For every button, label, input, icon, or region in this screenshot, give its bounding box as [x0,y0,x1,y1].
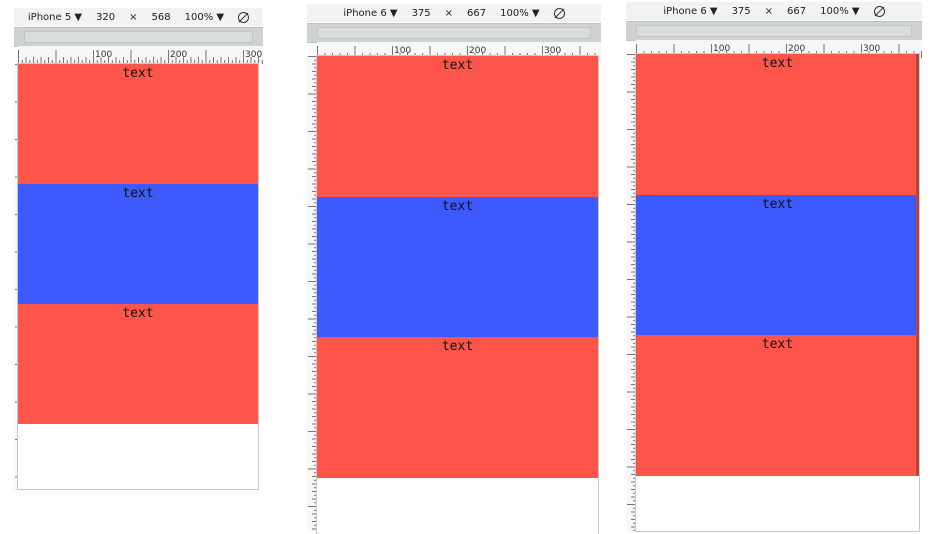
zoom-select[interactable]: 100% ▼ [184,11,225,23]
rotate-icon[interactable] [873,5,885,17]
ruler-label: 300 [245,50,262,60]
block-text: text [441,199,474,214]
ruler-label: 300 [863,44,880,54]
device-toolbar: iPhone 6 ▼ 375 × 667 100% ▼ [307,4,601,22]
block-red-top: text [18,64,258,184]
horizontal-scrollbar[interactable] [626,21,922,41]
block-text: text [761,56,794,71]
ruler-label: 200 [469,46,486,56]
device-preview-iphone5: iPhone 5 ▼ 320 × 568 100% ▼ 100 200 300 te… [14,8,263,491]
device-select[interactable]: iPhone 5 ▼ [27,11,83,23]
ruler-label: 200 [788,44,805,54]
block-text: text [122,66,154,81]
block-red-top: text [636,54,919,195]
rotate-icon[interactable] [238,11,250,23]
block-blue-middle: text [317,197,598,337]
width-field[interactable]: 375 [731,5,751,17]
block-text: text [761,197,794,212]
zoom-select[interactable]: 100% ▼ [500,7,540,19]
ruler-label: 100 [95,50,112,60]
ruler-label: 100 [394,46,411,56]
device-preview-iphone6: iPhone 6 ▼ 375 × 667 100% ▼ 100 200 300 te… [307,4,601,534]
times-sign: × [129,11,138,23]
device-viewport: text text text [18,64,258,489]
ruler-label: 200 [170,50,187,60]
block-text: text [761,337,794,352]
block-text: text [441,339,474,354]
ruler-label: 100 [713,44,730,54]
rotate-icon[interactable] [553,7,565,19]
block-blue-middle: text [636,195,919,335]
block-red-bottom: text [636,335,919,476]
block-text: text [122,306,154,321]
viewport-content: text text text [317,56,598,478]
width-field[interactable]: 375 [411,7,431,19]
block-red-top: text [317,56,598,197]
scrollbar-thumb[interactable] [636,25,912,37]
times-sign: × [764,5,774,17]
block-red-bottom: text [18,304,258,424]
times-sign: × [444,7,454,19]
ruler-label: 300 [544,46,561,56]
device-viewport: text text text [317,56,598,534]
block-blue-middle: text [18,184,258,304]
scrollbar-thumb[interactable] [317,27,591,39]
scrollbar-thumb[interactable] [24,31,253,43]
block-text: text [441,58,474,73]
zoom-select[interactable]: 100% ▼ [820,5,860,17]
width-field[interactable]: 320 [96,11,116,23]
vertical-ruler [626,54,636,531]
height-field[interactable]: 667 [467,7,487,19]
device-select[interactable]: iPhone 6 ▼ [663,5,718,17]
viewport-right-edge [916,54,919,476]
device-select[interactable]: iPhone 6 ▼ [343,7,398,19]
horizontal-ruler: 100 200 300 [18,46,263,64]
horizontal-scrollbar[interactable] [14,27,263,47]
viewport-content: text text text [18,64,258,424]
block-red-bottom: text [317,337,598,478]
horizontal-scrollbar[interactable] [307,23,601,43]
device-toolbar: iPhone 6 ▼ 375 × 667 100% ▼ [626,2,922,20]
viewport-content: text text text [636,54,919,476]
device-toolbar: iPhone 5 ▼ 320 × 568 100% ▼ [14,8,263,26]
device-preview-iphone6-alt: iPhone 6 ▼ 375 × 667 100% ▼ 100 200 300 te… [626,2,922,531]
block-text: text [122,186,154,201]
height-field[interactable]: 667 [787,5,807,17]
height-field[interactable]: 568 [151,11,171,23]
vertical-ruler [307,56,317,531]
device-viewport: text text text [636,54,919,531]
